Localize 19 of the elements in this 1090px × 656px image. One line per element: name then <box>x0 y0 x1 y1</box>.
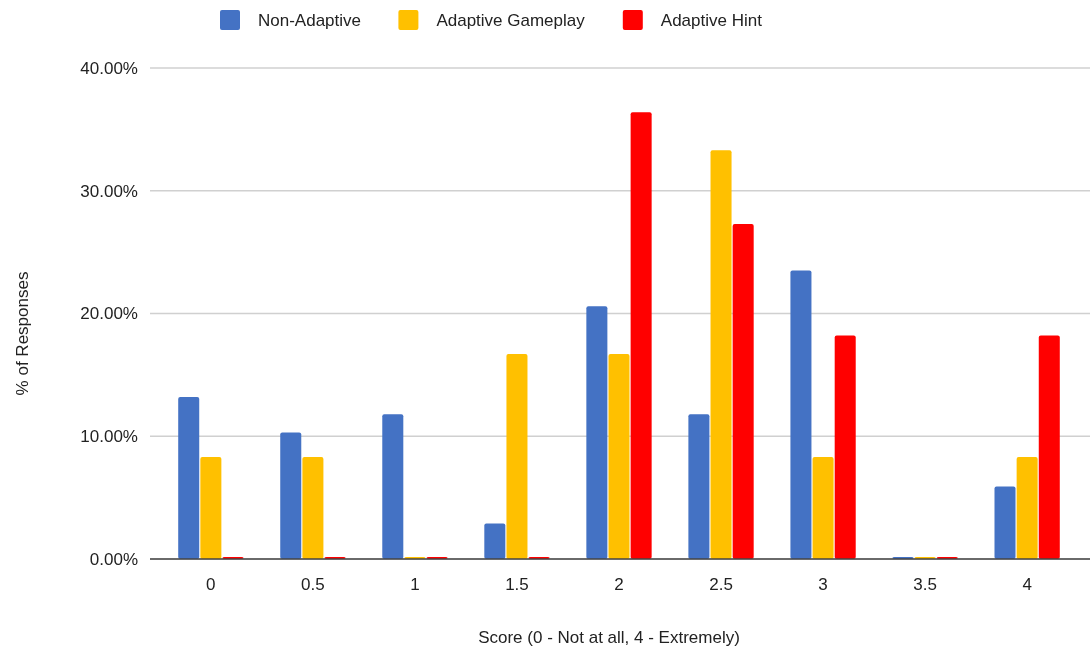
x-tick-label: 0.5 <box>301 575 325 594</box>
y-axis-title: % of Responses <box>13 271 32 396</box>
legend-label: Adaptive Hint <box>660 10 763 30</box>
x-tick-label: 3 <box>818 575 828 594</box>
x-tick-label: 2 <box>614 575 624 594</box>
y-tick-label: 40.00% <box>80 58 138 78</box>
y-tick-label: 30.00% <box>80 181 138 201</box>
y-tick-label: 20.00% <box>80 304 138 324</box>
x-axis-title: Score (0 - Not at all, 4 - Extremely) <box>478 628 740 647</box>
x-tick-label: 1 <box>410 575 420 594</box>
x-tick-label: 1.5 <box>505 575 529 594</box>
x-tick-label: 4 <box>1022 575 1032 594</box>
legend-label: Non-Adaptive <box>258 10 362 30</box>
y-tick-label: 0.00% <box>89 549 138 569</box>
legend-label: Adaptive Gameplay <box>436 10 586 30</box>
y-tick-label: 10.00% <box>80 427 138 447</box>
x-tick-label: 0 <box>206 575 216 594</box>
x-tick-label: 3.5 <box>913 575 937 594</box>
x-tick-label: 2.5 <box>709 575 733 594</box>
